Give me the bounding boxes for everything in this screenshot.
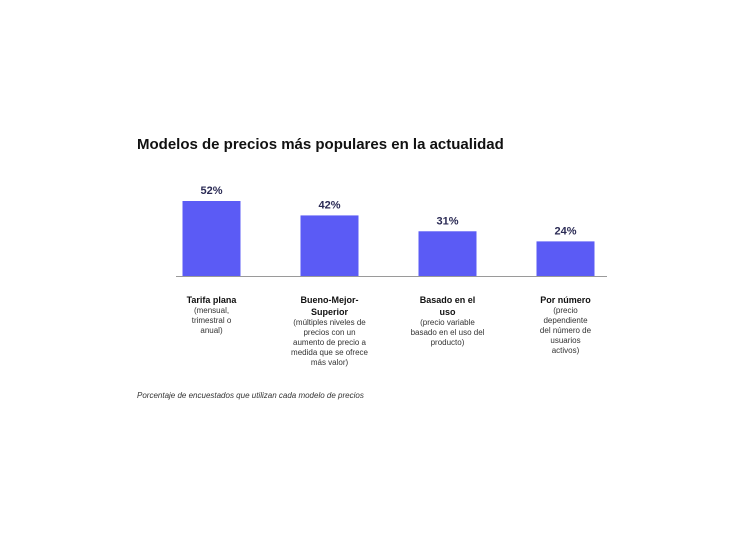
value-labels-group: 52% 42% 31% 24% [200,185,576,237]
bar-value-label-1: 52% [200,185,222,197]
category-label-1: Tarifa plana [186,295,237,305]
category-description-1: (mensual, trimestral o anual) [191,306,232,335]
category-description-3: (precio variable basado en el uso del pr… [410,318,485,347]
bar-3 [418,231,477,276]
category-description-2: (múltiples niveles de precios con un aum… [291,318,368,367]
category-2: Bueno-Mejor-Superior (múltiples niveles d… [280,294,380,368]
chart-title: Modelos de precios más populares en la a… [137,136,504,153]
category-label-4: Por número [540,295,591,305]
category-3: Basado en el uso (precio variable basado … [398,294,498,348]
bar-2 [300,215,359,276]
category-1: Tarifa plana (mensual, trimestral o anual… [162,294,262,336]
bar-value-label-3: 31% [436,215,458,227]
bar-4 [536,241,595,276]
bar-value-label-4: 24% [554,225,576,237]
category-label-2: Bueno-Mejor-Superior [300,295,359,317]
category-4: Por número (precio dependiente del número… [516,294,616,356]
category-label-3: Basado en el uso [419,295,476,317]
bar-1 [182,201,241,276]
category-description-4: (precio dependiente del número de usuari… [539,306,592,355]
bars-group [182,201,595,276]
chart-note: Porcentaje de encuestados que utilizan c… [137,391,364,400]
bar-value-label-2: 42% [318,199,340,211]
